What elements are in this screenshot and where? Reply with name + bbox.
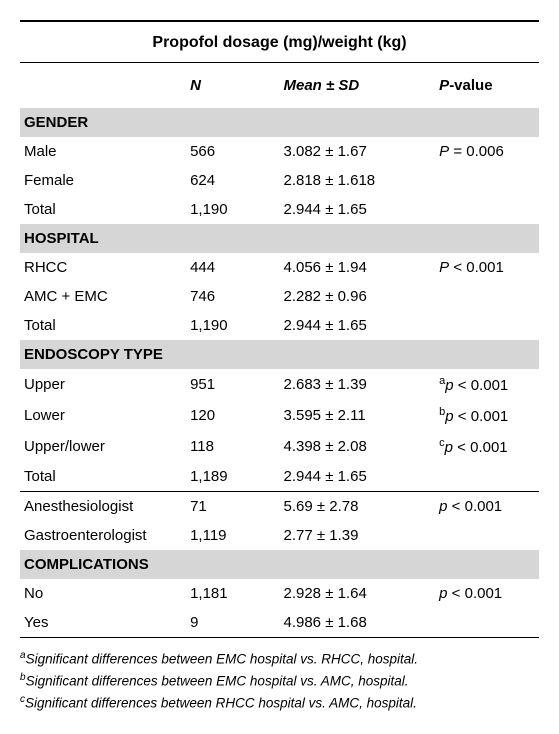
footnote: bSignificant differences between EMC hos… [20,670,539,692]
row-label: AMC + EMC [20,282,186,311]
section-header: HOSPITAL [20,224,539,253]
row-n: 118 [186,431,279,462]
row-label: Total [20,195,186,224]
row-pvalue: p < 0.001 [435,579,539,608]
row-label: RHCC [20,253,186,282]
row-pvalue [435,462,539,492]
row-mean: 2.928 ± 1.64 [279,579,435,608]
header-row: N Mean ± SD P-value [20,63,539,108]
row-mean: 4.398 ± 2.08 [279,431,435,462]
table-title: Propofol dosage (mg)/weight (kg) [20,22,539,63]
row-pvalue [435,195,539,224]
row-mean: 3.595 ± 2.11 [279,400,435,431]
header-mean: Mean ± SD [279,63,435,108]
footnotes: aSignificant differences between EMC hos… [20,638,539,714]
row-label: No [20,579,186,608]
table-row: Upper9512.683 ± 1.39ap < 0.001 [20,369,539,400]
data-table: N Mean ± SD P-value GENDERMale5663.082 ±… [20,63,539,637]
row-n: 624 [186,166,279,195]
header-blank [20,63,186,108]
row-mean: 5.69 ± 2.78 [279,492,435,522]
row-mean: 2.683 ± 1.39 [279,369,435,400]
section-name: HOSPITAL [20,224,539,253]
row-label: Anesthesiologist [20,492,186,522]
section-name: ENDOSCOPY TYPE [20,340,539,369]
row-pvalue: p < 0.001 [435,492,539,522]
row-mean: 4.056 ± 1.94 [279,253,435,282]
row-label: Male [20,137,186,166]
row-n: 444 [186,253,279,282]
row-pvalue: P = 0.006 [435,137,539,166]
table-row: Anesthesiologist715.69 ± 2.78p < 0.001 [20,492,539,522]
table-row: AMC + EMC7462.282 ± 0.96 [20,282,539,311]
row-mean: 2.77 ± 1.39 [279,521,435,550]
row-n: 1,189 [186,462,279,492]
row-pvalue [435,166,539,195]
table-container: Propofol dosage (mg)/weight (kg) N Mean … [20,20,539,638]
row-n: 746 [186,282,279,311]
row-n: 71 [186,492,279,522]
table-row: Male5663.082 ± 1.67P = 0.006 [20,137,539,166]
row-label: Lower [20,400,186,431]
header-pvalue: P-value [435,63,539,108]
row-label: Upper [20,369,186,400]
section-header: COMPLICATIONS [20,550,539,579]
row-n: 1,181 [186,579,279,608]
row-n: 1,119 [186,521,279,550]
row-pvalue: cp < 0.001 [435,431,539,462]
row-mean: 2.944 ± 1.65 [279,311,435,340]
row-mean: 2.818 ± 1.618 [279,166,435,195]
row-mean: 2.944 ± 1.65 [279,195,435,224]
section-header: ENDOSCOPY TYPE [20,340,539,369]
section-header: GENDER [20,108,539,137]
row-pvalue [435,521,539,550]
row-pvalue: bp < 0.001 [435,400,539,431]
row-mean: 2.282 ± 0.96 [279,282,435,311]
table-row: Gastroenterologist1,1192.77 ± 1.39 [20,521,539,550]
table-row: Lower1203.595 ± 2.11bp < 0.001 [20,400,539,431]
header-n: N [186,63,279,108]
row-mean: 2.944 ± 1.65 [279,462,435,492]
row-label: Female [20,166,186,195]
row-n: 1,190 [186,311,279,340]
row-n: 951 [186,369,279,400]
row-n: 1,190 [186,195,279,224]
table-row: Total1,1902.944 ± 1.65 [20,311,539,340]
row-pvalue [435,282,539,311]
row-n: 120 [186,400,279,431]
table-row: Female6242.818 ± 1.618 [20,166,539,195]
table-row: Total1,1902.944 ± 1.65 [20,195,539,224]
table-row: Total1,1892.944 ± 1.65 [20,462,539,492]
row-n: 566 [186,137,279,166]
footnote: cSignificant differences between RHCC ho… [20,692,539,714]
table-row: Upper/lower1184.398 ± 2.08cp < 0.001 [20,431,539,462]
row-label: Total [20,311,186,340]
row-label: Total [20,462,186,492]
footnote: aSignificant differences between EMC hos… [20,648,539,670]
row-label: Gastroenterologist [20,521,186,550]
table-row: RHCC4444.056 ± 1.94P < 0.001 [20,253,539,282]
row-label: Upper/lower [20,431,186,462]
section-name: GENDER [20,108,539,137]
row-mean: 3.082 ± 1.67 [279,137,435,166]
row-pvalue: ap < 0.001 [435,369,539,400]
section-name: COMPLICATIONS [20,550,539,579]
row-pvalue: P < 0.001 [435,253,539,282]
table-row: No1,1812.928 ± 1.64p < 0.001 [20,579,539,608]
row-pvalue [435,311,539,340]
